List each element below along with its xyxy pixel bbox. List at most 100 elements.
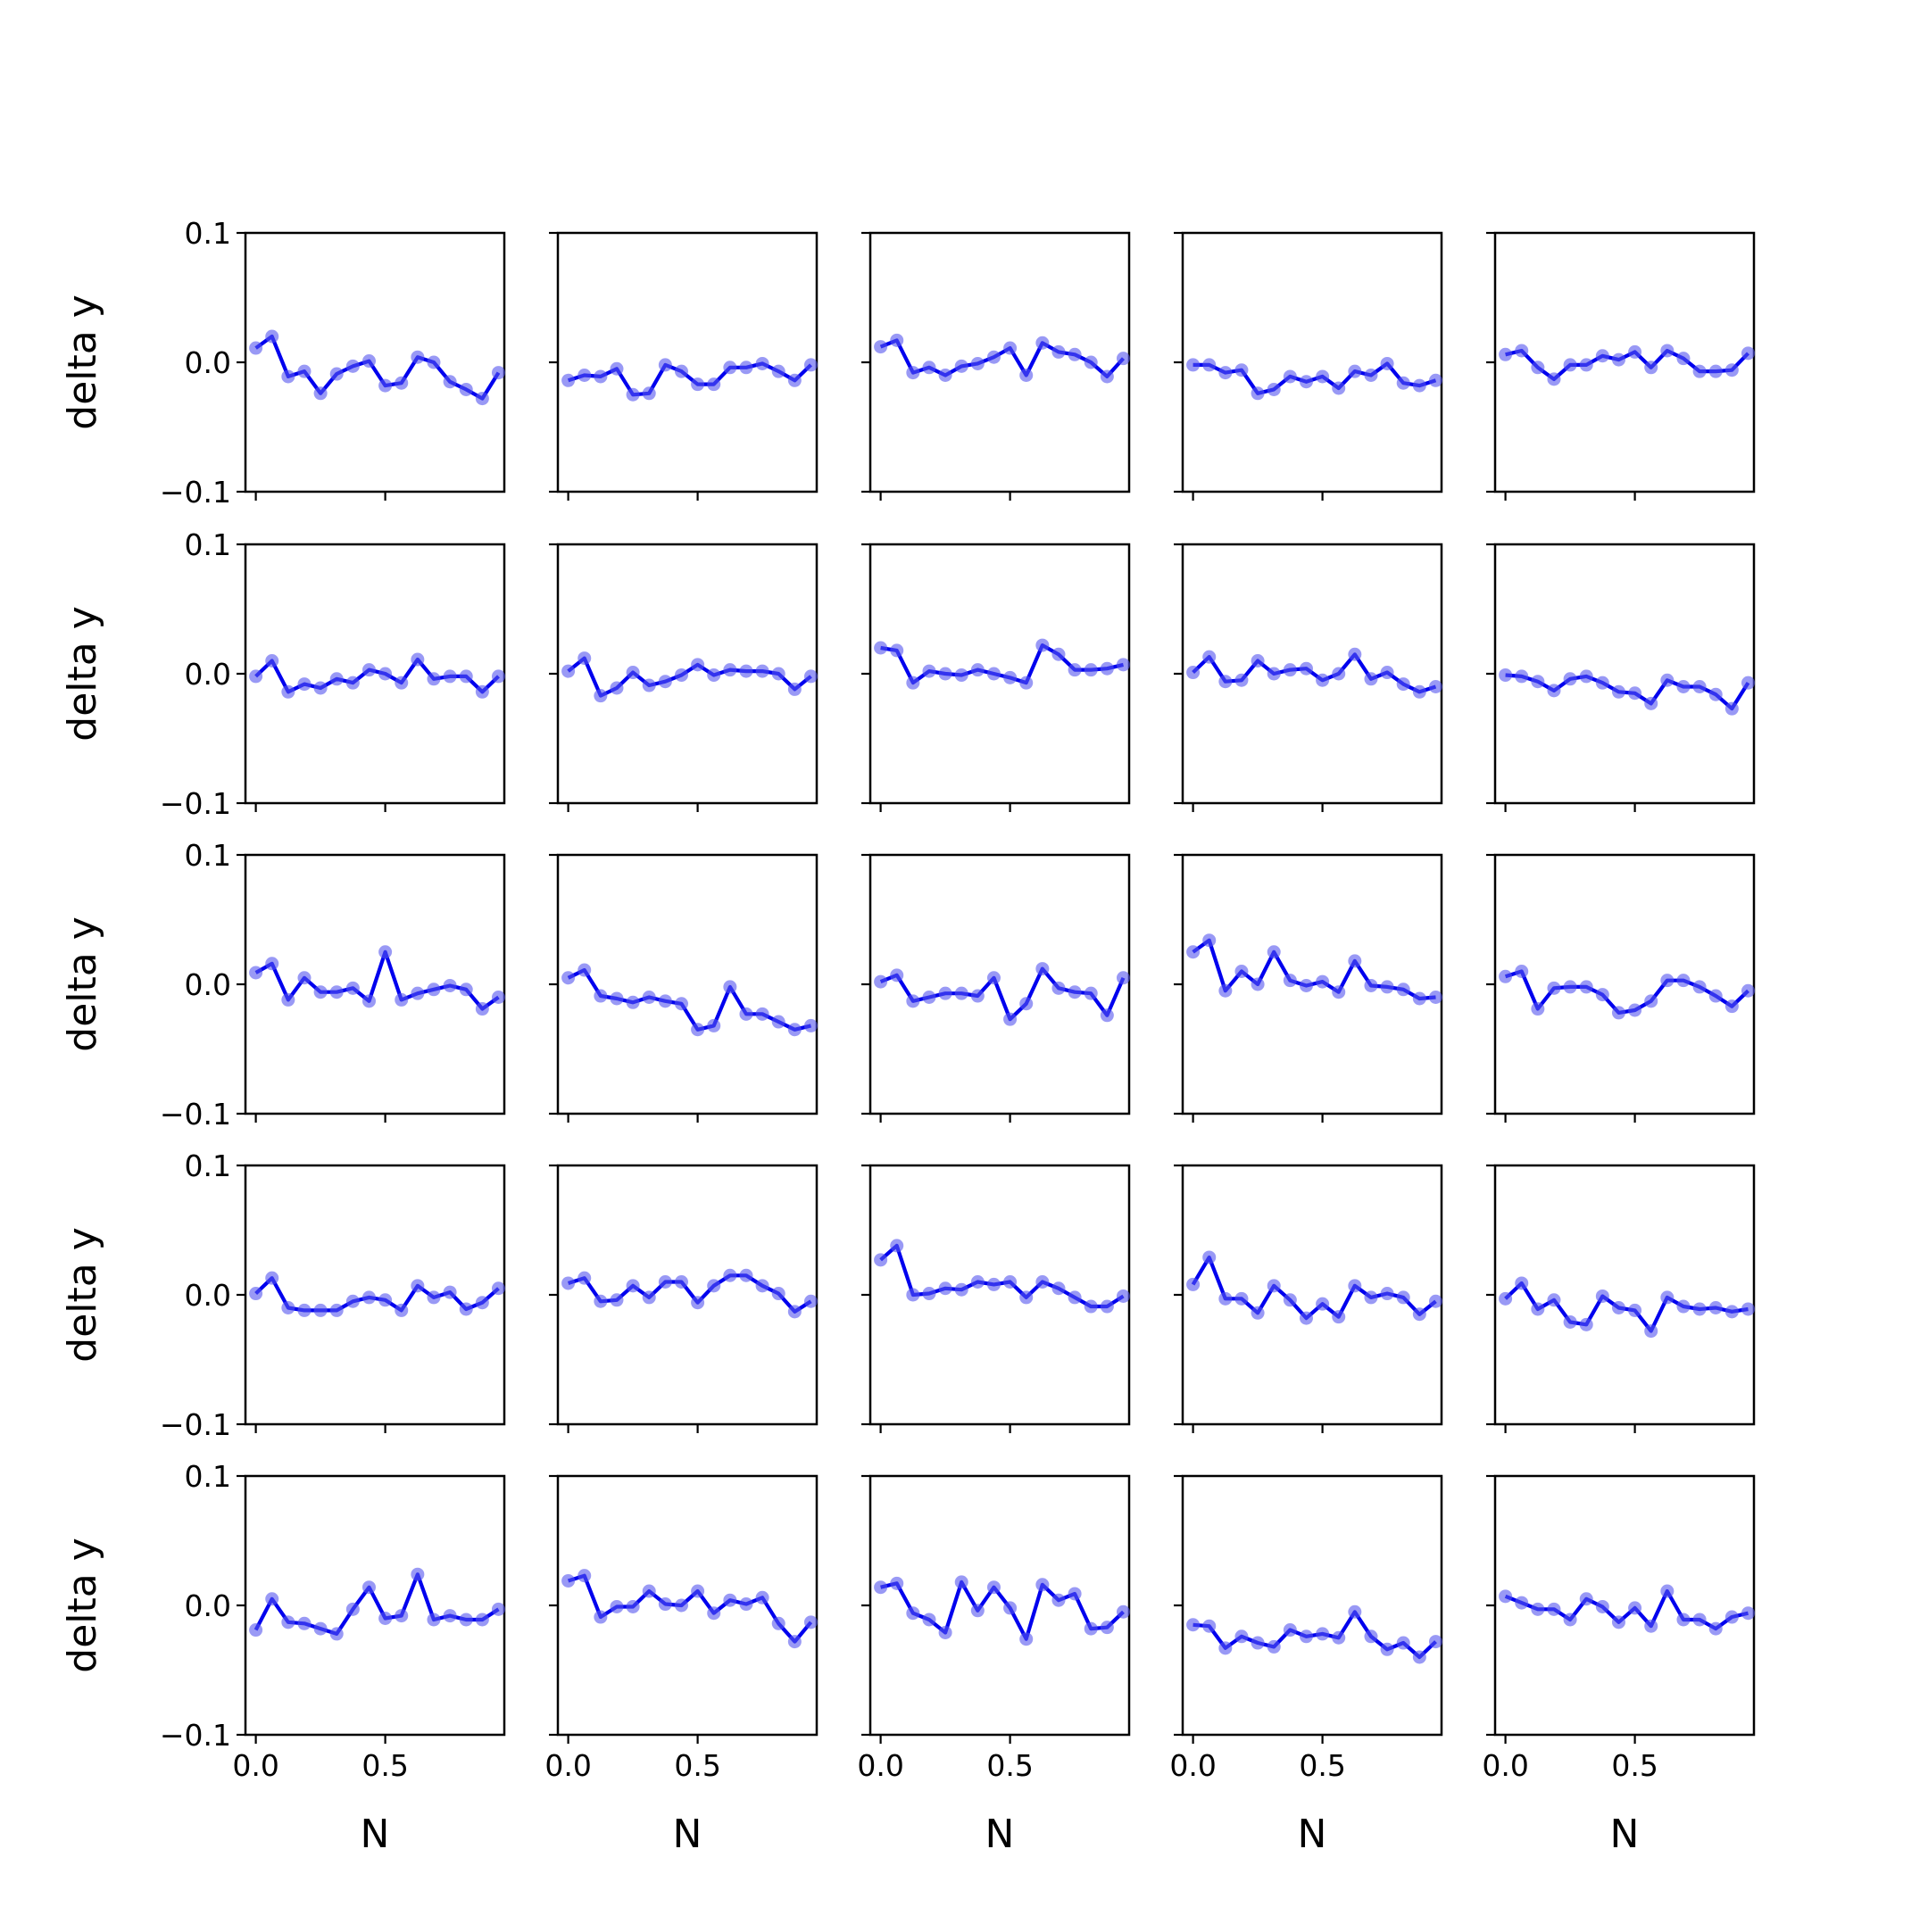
data-point-r3c2-14 (787, 1023, 802, 1037)
data-point-r5c1-6 (345, 1602, 360, 1616)
data-point-r4c5-15 (1741, 1302, 1755, 1316)
data-point-r1c2-3 (610, 361, 624, 376)
data-point-r3c3-2 (906, 994, 920, 1008)
data-point-r5c4-0 (1186, 1618, 1201, 1632)
data-point-r3c3-11 (1051, 981, 1066, 995)
data-point-r4c4-4 (1251, 1306, 1265, 1320)
data-point-r1c2-7 (674, 364, 688, 378)
data-point-r5c2-11 (739, 1597, 753, 1612)
data-point-r2c3-12 (1068, 663, 1082, 677)
data-point-r5c1-0 (249, 1623, 263, 1638)
data-point-r3c1-7 (362, 994, 376, 1008)
data-point-r1c4-6 (1283, 369, 1297, 384)
data-point-r4c4-10 (1348, 1279, 1362, 1293)
data-point-r1c3-13 (1084, 355, 1098, 369)
xtick-label-r5c3-0: 0.0 (857, 1748, 903, 1783)
data-point-r1c2-4 (626, 387, 640, 402)
data-point-r3c5-4 (1563, 980, 1577, 994)
data-point-r3c3-1 (890, 968, 904, 983)
data-point-r4c5-13 (1708, 1301, 1723, 1314)
data-point-r2c5-12 (1692, 680, 1707, 693)
data-point-r1c2-2 (594, 369, 608, 384)
data-point-r1c2-11 (739, 361, 753, 375)
data-point-r5c2-2 (594, 1610, 608, 1624)
series-line-r3c5 (1504, 969, 1749, 1016)
data-point-r1c5-2 (1531, 361, 1545, 375)
data-point-r5c3-12 (1068, 1587, 1082, 1601)
data-point-r3c3-9 (1019, 997, 1034, 1011)
data-point-r2c5-13 (1708, 687, 1723, 701)
series-line-r3c1 (254, 949, 500, 1011)
data-point-r4c3-8 (1003, 1275, 1018, 1289)
data-point-r4c4-14 (1412, 1307, 1426, 1322)
data-point-r4c2-6 (658, 1275, 672, 1289)
data-point-r1c1-8 (378, 378, 393, 393)
data-point-r4c1-5 (329, 1303, 344, 1317)
data-point-r1c4-2 (1218, 366, 1233, 380)
data-point-r4c3-0 (874, 1253, 888, 1267)
data-point-r4c4-11 (1364, 1290, 1378, 1305)
series-line-r4c3 (879, 1243, 1125, 1309)
data-point-r1c5-11 (1676, 352, 1691, 366)
ytick-label-r3c1-2: 0.1 (185, 838, 231, 873)
data-point-r5c3-1 (890, 1576, 904, 1590)
data-point-r4c3-9 (1019, 1290, 1034, 1305)
panel-frame-r3c5 (1493, 853, 1756, 1115)
data-point-r5c2-13 (771, 1616, 785, 1630)
data-point-r1c3-9 (1019, 369, 1034, 382)
xtick-label-r5c4-1: 0.5 (1299, 1748, 1345, 1783)
data-point-r1c5-3 (1547, 372, 1561, 386)
data-point-r5c1-1 (265, 1592, 279, 1606)
data-point-r1c3-14 (1100, 369, 1114, 384)
data-point-r2c5-1 (1515, 669, 1529, 684)
data-point-r2c2-4 (626, 666, 640, 680)
data-point-r5c3-0 (874, 1580, 888, 1595)
data-point-r1c5-8 (1628, 344, 1642, 359)
xtick-label-r5c1-0: 0.0 (232, 1748, 278, 1783)
y-axis-label-r4c1: delta y (60, 1227, 105, 1362)
data-point-r4c1-4 (313, 1303, 328, 1317)
data-point-r1c4-10 (1348, 364, 1362, 378)
series-line-r2c5 (1505, 673, 1750, 711)
data-point-r1c2-13 (771, 364, 785, 378)
data-point-r3c3-6 (970, 989, 985, 1003)
data-point-r4c2-8 (691, 1296, 705, 1310)
data-point-r5c4-14 (1412, 1650, 1426, 1664)
data-point-r2c2-12 (755, 664, 769, 678)
data-point-r4c2-14 (787, 1305, 802, 1319)
data-point-r2c1-7 (362, 663, 376, 677)
data-point-r2c1-12 (443, 669, 457, 684)
data-point-r4c4-0 (1186, 1277, 1201, 1291)
data-point-r3c4-0 (1186, 945, 1201, 959)
data-point-r3c1-13 (459, 983, 473, 997)
data-point-r3c2-3 (610, 991, 624, 1006)
data-point-r4c1-0 (249, 1287, 263, 1301)
data-point-r3c5-8 (1628, 1003, 1642, 1017)
data-point-r3c2-13 (771, 1015, 785, 1029)
data-point-r4c3-12 (1068, 1290, 1082, 1305)
data-point-r3c1-8 (378, 945, 393, 959)
y-axis-label-r2c1: delta y (60, 606, 105, 741)
data-point-r5c5-7 (1611, 1615, 1625, 1629)
data-point-r4c3-4 (938, 1281, 952, 1296)
data-point-r3c2-0 (561, 971, 576, 985)
data-point-r5c4-1 (1202, 1619, 1217, 1633)
data-point-r2c4-6 (1283, 663, 1297, 677)
data-point-r5c1-5 (329, 1627, 344, 1641)
ytick-label-r5c1-1: 0.0 (185, 1588, 231, 1623)
data-point-r1c3-12 (1068, 347, 1082, 361)
series-line-r1c2 (567, 361, 812, 397)
xtick-label-r5c3-1: 0.5 (986, 1748, 1033, 1783)
data-point-r5c5-1 (1515, 1596, 1529, 1610)
data-point-r1c5-6 (1595, 349, 1609, 363)
data-point-r4c1-13 (459, 1302, 473, 1316)
data-point-r3c1-6 (345, 981, 360, 995)
data-point-r4c3-13 (1084, 1299, 1098, 1314)
data-point-r2c5-3 (1547, 684, 1561, 698)
panel-frame-r3c3 (868, 853, 1131, 1115)
data-point-r5c1-3 (297, 1616, 312, 1630)
data-point-r4c5-6 (1595, 1289, 1609, 1303)
data-point-r5c1-9 (395, 1609, 409, 1623)
data-point-r2c5-9 (1644, 696, 1658, 710)
data-point-r5c3-6 (970, 1604, 985, 1618)
